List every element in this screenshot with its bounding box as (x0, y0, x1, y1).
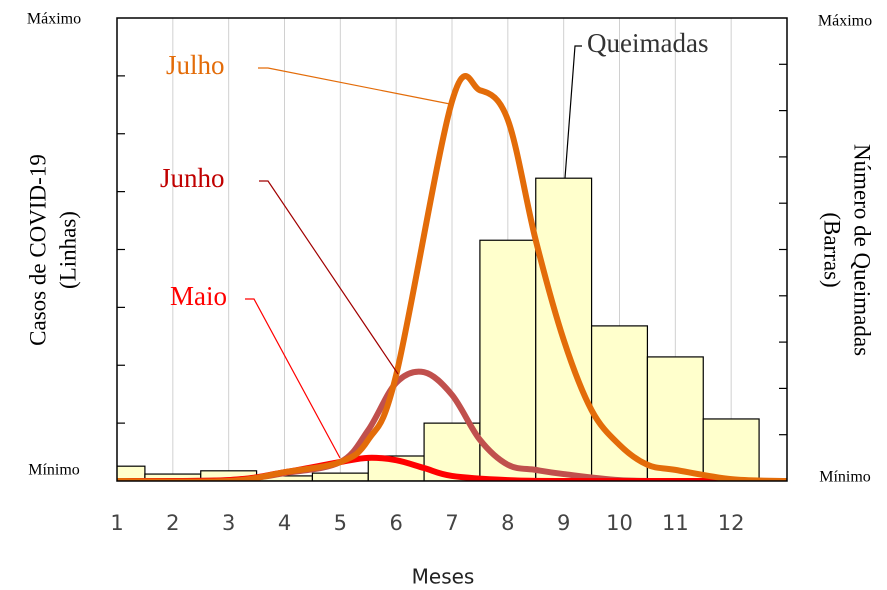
bar (590, 325, 649, 481)
y2-axis-title: (Barras) (820, 212, 845, 287)
bar (311, 472, 369, 481)
y-tick-label: Máximo (27, 11, 81, 28)
series-label: Queimadas (587, 28, 708, 58)
series-label: Junho (160, 163, 225, 193)
x-tick-label: 3 (222, 511, 235, 535)
bar (646, 356, 704, 481)
y-axis-title: Casos de COVID-19 (25, 154, 50, 346)
labels: Julho Junho Maio Queimadas Meses Casos d… (25, 28, 874, 588)
x-tick-label: 5 (334, 511, 347, 535)
x-tick-label: 4 (278, 511, 291, 535)
leader-line (564, 45, 582, 179)
x-tick-label: 6 (389, 511, 402, 535)
y2-tick-label: Máximo (818, 13, 872, 30)
series-label: Maio (170, 281, 227, 311)
y2-tick-label: Mínimo (819, 469, 871, 486)
x-tick-label: 12 (718, 511, 745, 535)
x-tick-label: 9 (557, 511, 570, 535)
bars (117, 177, 760, 481)
x-tick-label: 8 (501, 511, 514, 535)
x-tick-label: 7 (445, 511, 458, 535)
bar (479, 239, 537, 481)
y2-axis-title: Número de Queimadas (850, 144, 875, 356)
leader-line (258, 67, 451, 105)
bar (702, 418, 760, 481)
y-tick-label: Mínimo (28, 462, 80, 479)
x-tick-label: 10 (606, 511, 633, 535)
y-axis-title: (Linhas) (55, 211, 80, 289)
line (117, 73, 787, 481)
bar (535, 177, 593, 481)
x-tick-label: 1 (110, 511, 123, 535)
series-label: Julho (166, 50, 225, 80)
leader-line (259, 180, 399, 375)
x-tick-label: 11 (662, 511, 689, 535)
x-tick-label: 2 (166, 511, 179, 535)
leader-line (245, 298, 341, 459)
x-axis-title: Meses (412, 565, 475, 589)
